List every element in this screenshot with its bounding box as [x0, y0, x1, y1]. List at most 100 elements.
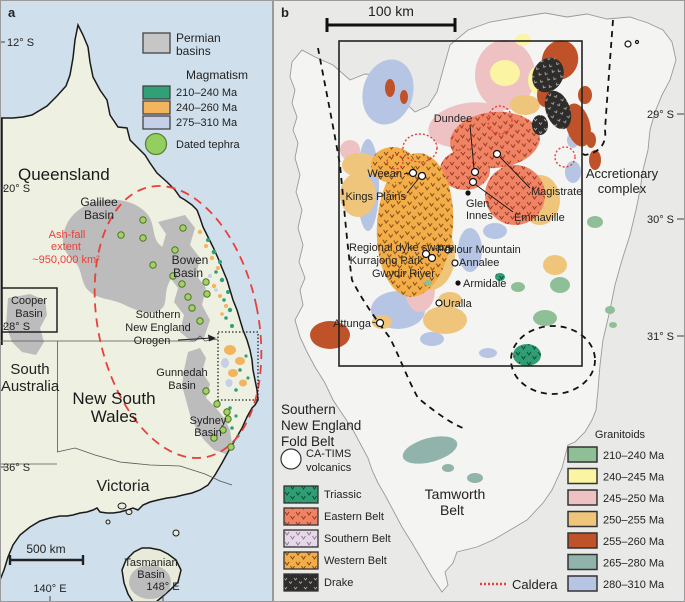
state-queensland: Queensland [18, 165, 110, 184]
basin-tasmanian-2: Basin [137, 569, 165, 581]
lon-140e: 140° E [33, 583, 66, 595]
place-glen-innes-1: Glen [466, 198, 489, 210]
state-victoria: Victoria [96, 478, 149, 495]
dated-tephra-dots [117, 216, 235, 451]
state-nsw-1: New South [72, 389, 155, 408]
coastline [0, 22, 259, 581]
triassic-blobs [495, 273, 541, 366]
belt-swatch-southern [283, 529, 319, 548]
place-kings-plains: Kings Plains [345, 191, 406, 203]
study-area-box[interactable] [338, 40, 583, 367]
basin-bowen-1: Bowen [172, 253, 209, 267]
basin-cooper-2: Basin [15, 308, 43, 320]
belt-swatch-triassic [283, 485, 319, 504]
place-uralla: Uralla [443, 298, 473, 310]
caldera-legend-label: Caldera [512, 577, 558, 592]
catims-volcanics-markers[interactable] [375, 39, 640, 328]
fold-belt-title-1: Southern [281, 402, 336, 417]
granitoid-label-7: 280–310 Ma [603, 579, 665, 591]
catims-legend-symbol [280, 448, 302, 470]
lat-20s: 20° S [3, 183, 30, 195]
place-kurrajong-park: Kurrajong Park [350, 255, 424, 267]
granitoid-swatch-7 [567, 575, 598, 592]
orogen-label-3: Orogen [134, 335, 171, 347]
granitoid-210-240-blobs [424, 216, 617, 328]
granitoids-title: Granitoids [595, 429, 646, 441]
eastern-belt-blobs [440, 111, 545, 225]
drake-blobs [532, 57, 572, 135]
ash-fall-label-2: extent [51, 241, 81, 253]
granitoid-swatch-3 [567, 489, 598, 506]
region-tamworth-2: Belt [440, 502, 464, 518]
scalebar-a [8, 555, 85, 565]
place-weean: Weean [367, 168, 402, 180]
magmatism-swatch-3 [142, 115, 171, 130]
leader-lines [371, 124, 531, 324]
granitoid-swatch-6 [567, 553, 598, 571]
bass-strait-islands [105, 502, 180, 537]
tephra-swatch [144, 132, 168, 156]
state-sa-1: South [10, 361, 49, 378]
tasmanian-basin-fill [129, 565, 171, 599]
place-dundee: Dundee [434, 113, 473, 125]
granitoid-label-1: 210–240 Ma [603, 450, 665, 462]
caldera-outlines [386, 105, 576, 170]
belt-label-eastern: Eastern Belt [324, 511, 384, 523]
magmatism-label-3: 275–310 Ma [176, 117, 238, 129]
place-emmaville: Emmaville [514, 212, 565, 224]
place-regional-dyke-swarm: Regional dyke swarm [349, 242, 454, 254]
ash-fall-label-3: ~950,000 km² [32, 254, 100, 266]
basin-galilee-2: Basin [84, 208, 114, 222]
permian-swatch [142, 32, 171, 54]
graticule-ticks-b [677, 113, 685, 337]
granitoid-label-3: 245–250 Ma [603, 493, 665, 505]
granitoid-265-280-blobs [402, 436, 483, 483]
magmatism-label-2: 240–260 Ma [176, 102, 238, 114]
basin-gunnedah-1: Gunnedah [156, 367, 207, 379]
region-tamworth-1: Tamworth [425, 486, 486, 502]
lat-31s: 31° S [647, 331, 674, 343]
ash-fall-label-1: Ash-fall [49, 229, 86, 241]
granitoid-swatch-2 [567, 467, 598, 485]
panel-a-label: a [8, 5, 16, 20]
belt-swatch-drake [283, 573, 319, 592]
basin-galilee-1: Galilee [80, 195, 118, 209]
place-annalee: Annalee [459, 257, 499, 269]
orogen-label-1: Southern [136, 309, 181, 321]
granitoid-label-5: 255–260 Ma [603, 536, 665, 548]
place-armidale: Armidale [463, 278, 506, 290]
magmatism-title: Magmatism [186, 68, 248, 82]
lat-29s: 29° S [647, 109, 674, 121]
magmatism-swatch-1 [142, 85, 171, 100]
accretionary-boundary-dashed [317, 19, 614, 429]
permian-label-2: basins [176, 44, 211, 58]
place-magistrate: Magistrate [531, 186, 582, 198]
lat-12s: 12° S [7, 37, 34, 49]
scalebar-b-label: 100 km [368, 3, 414, 19]
granitoid-label-2: 240–245 Ma [603, 472, 665, 484]
magmatism-label-1: 210–240 Ma [176, 87, 238, 99]
granitoid-swatch-5 [567, 532, 598, 549]
panel-b-label: b [281, 5, 289, 20]
region-accretionary-1: Accretionary [586, 166, 659, 181]
lat-28s: 28° S [3, 321, 30, 333]
ash-fall-extent-outline [93, 185, 263, 459]
place-gwydir-river: Gwydir River [372, 268, 435, 280]
scalebar-a-label: 500 km [26, 542, 65, 556]
fold-belt-legend: Southern New England Fold Belt CA-TIMS v… [280, 402, 391, 592]
basin-tasmanian-1: Tasmanian [124, 557, 177, 569]
orogen-arrow [177, 334, 216, 342]
permian-label-1: Permian [176, 31, 221, 45]
basin-cooper-1: Cooper [11, 295, 47, 307]
granitoids-legend: Granitoids 210–240 Ma 240–245 Ma 245–250… [567, 429, 665, 592]
study-area-dotted-box[interactable] [217, 331, 259, 401]
lon-148e: 148° E [146, 581, 179, 593]
belt-label-drake: Drake [324, 577, 353, 589]
basin-sydney-1: Sydney [190, 415, 227, 427]
scalebar-b [325, 18, 457, 32]
region-accretionary-2: complex [598, 181, 647, 196]
granitoid-swatch-4 [567, 510, 598, 528]
granitoid-swatch-1 [567, 446, 598, 463]
belt-label-southern: Southern Belt [324, 533, 391, 545]
